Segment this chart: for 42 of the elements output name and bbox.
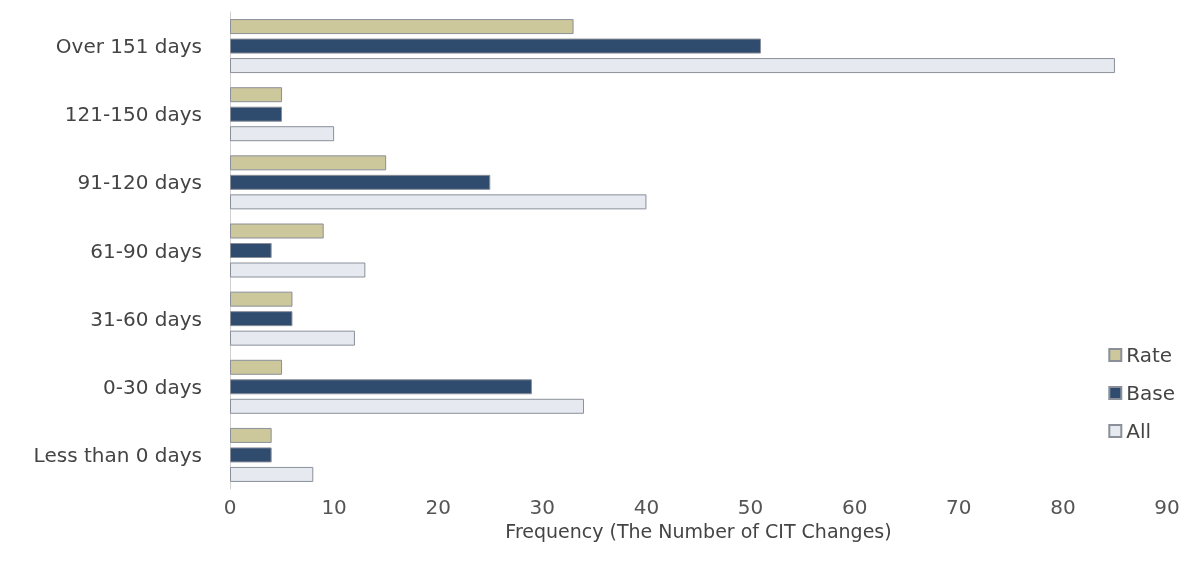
bar: [230, 379, 532, 395]
x-tick-label: 90: [1154, 495, 1180, 519]
bar: [230, 126, 335, 142]
bar: [230, 155, 387, 171]
legend-label: All: [1126, 419, 1152, 443]
bar: [230, 58, 1115, 74]
y-tick-label: 31-60 days: [90, 306, 202, 331]
x-tick-label: 60: [841, 495, 868, 519]
y-tick-label: Over 151 days: [55, 34, 202, 59]
bar: [230, 19, 574, 35]
bar: [230, 174, 491, 190]
x-tick-label: 50: [737, 495, 764, 519]
y-tick-label: 121-150 days: [64, 102, 202, 127]
bar: [230, 87, 283, 103]
bar: [230, 330, 355, 346]
bar: [230, 447, 272, 463]
bar: [230, 427, 272, 443]
x-tick-label: 80: [1050, 495, 1076, 519]
x-tick-label: 70: [946, 495, 972, 519]
legend-label: Rate: [1126, 343, 1173, 367]
bar: [230, 262, 366, 278]
bar: [230, 359, 283, 375]
bar: [230, 466, 314, 482]
bar: [230, 243, 272, 258]
x-tick-label: 30: [529, 495, 556, 519]
y-tick-label: Less than 0 days: [33, 442, 202, 467]
bar: [230, 194, 647, 210]
bar: [230, 223, 324, 239]
x-tick-label: 10: [321, 495, 347, 519]
y-tick-label: 0-30 days: [103, 374, 202, 399]
y-tick-label: 61-90 days: [90, 238, 202, 263]
bar: [230, 106, 283, 122]
bar: [230, 291, 293, 307]
x-axis-title: Frequency (The Number of CIT Changes): [505, 520, 892, 543]
x-tick-label: 0: [223, 495, 237, 519]
y-tick-label: 91-120 days: [77, 170, 202, 195]
x-tick-label: 20: [425, 495, 451, 519]
bar: [230, 311, 293, 327]
bar: [230, 38, 761, 54]
bar: [230, 398, 584, 414]
x-tick-label: 40: [633, 495, 660, 519]
legend-label: Base: [1126, 381, 1175, 405]
